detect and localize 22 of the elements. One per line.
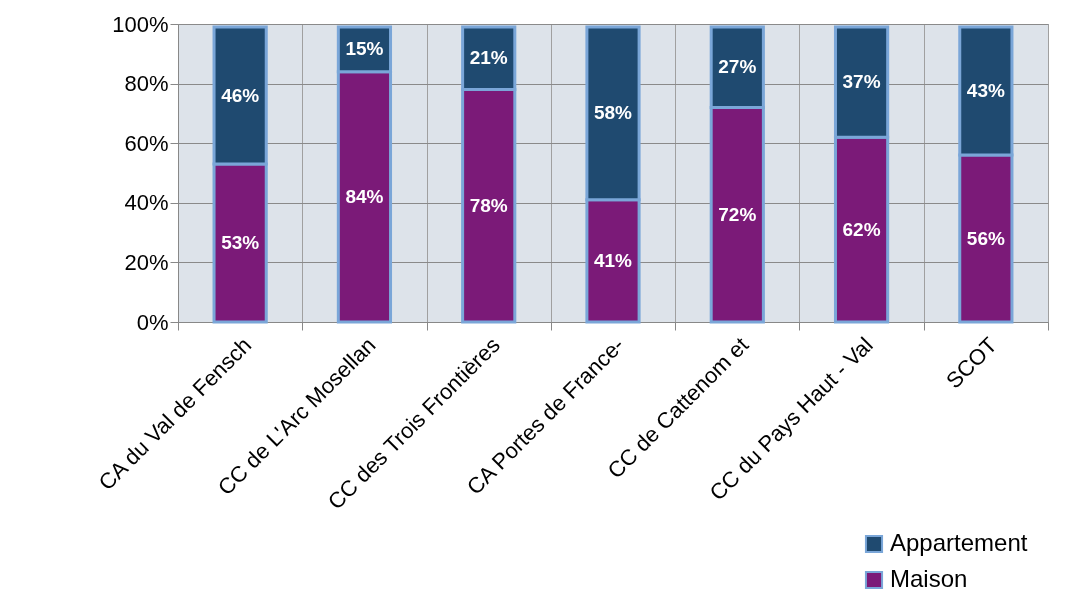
text: 15% xyxy=(345,38,384,60)
y-tick-label: 100% xyxy=(112,11,169,37)
legend-label: Appartement xyxy=(890,529,1028,556)
y-tick-label: 20% xyxy=(124,249,169,275)
text: 41% xyxy=(593,249,633,271)
text: 62% xyxy=(842,218,881,240)
text: 21% xyxy=(469,47,508,69)
text: 58% xyxy=(593,102,633,124)
text: 56% xyxy=(966,227,1005,249)
legend-label: Maison xyxy=(890,565,968,592)
text: 78% xyxy=(469,194,508,216)
text: 37% xyxy=(842,71,881,93)
y-tick-label: 40% xyxy=(124,190,169,216)
y-tick-label: 0% xyxy=(136,309,169,335)
text: 46% xyxy=(221,84,260,106)
text: 84% xyxy=(345,185,384,207)
text: 72% xyxy=(718,203,757,225)
text: 27% xyxy=(718,56,757,78)
y-tick-label: 80% xyxy=(124,71,169,97)
text: 53% xyxy=(221,232,260,254)
y-tick-label: 60% xyxy=(124,130,169,156)
text: 43% xyxy=(966,80,1005,102)
